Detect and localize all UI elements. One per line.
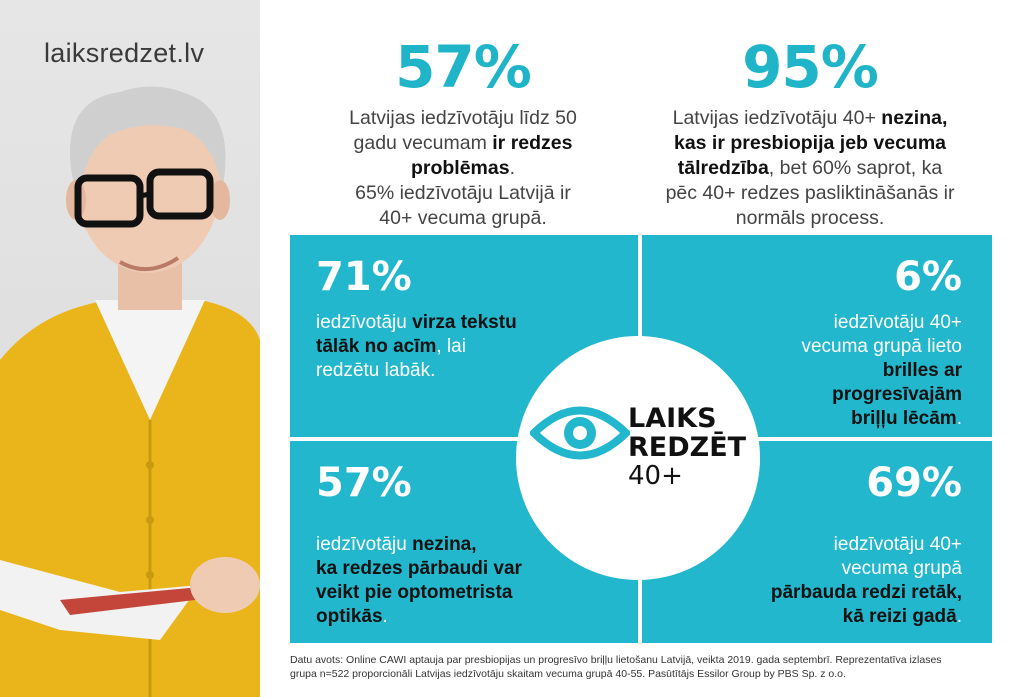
source-footnote: Datu avots: Online CAWI aptauja par pres… (290, 654, 942, 680)
stat-description: Latvijas iedzīvotāju līdz 50 gadu vecuma… (349, 107, 577, 229)
stat-percent: 57% (395, 33, 532, 101)
hero-photo: laiksredzet.lv (0, 0, 260, 697)
logo-line-2: REDZĒT (628, 432, 747, 463)
site-url: laiksredzet.lv (44, 38, 205, 68)
eye-icon (530, 406, 630, 460)
tile-description: iedzīvotāju 40+ vecuma grupā lieto brill… (801, 312, 962, 429)
logo-line-3: 40+ (628, 461, 683, 491)
logo-circle (516, 336, 760, 580)
tile-description: iedzīvotāju nezina, ka redzes pārbaudi v… (316, 534, 522, 627)
stat-percent: 95% (742, 33, 879, 101)
tile-percent: 57% (316, 460, 412, 506)
stat-top-left: 57% Latvijas iedzīvotāju līdz 50 gadu ve… (298, 38, 628, 231)
stat-top-right: 95% Latvijas iedzīvotāju 40+ nezina, kas… (640, 38, 980, 231)
logo-line-1: LAIKS (628, 403, 717, 434)
tile-description: iedzīvotāju 40+ vecuma grupā pārbauda re… (770, 534, 962, 627)
stat-description: Latvijas iedzīvotāju 40+ nezina, kas ir … (665, 107, 955, 229)
tile-percent: 69% (866, 460, 962, 506)
man-with-glasses-illustration (0, 86, 260, 697)
tile-description: iedzīvotāju virza tekstu tālāk no acīm, … (316, 312, 517, 381)
tile-percent: 6% (894, 254, 962, 300)
tile-percent: 71% (316, 254, 412, 300)
logo-wordmark: LAIKS REDZĒT 40+ (628, 404, 746, 491)
